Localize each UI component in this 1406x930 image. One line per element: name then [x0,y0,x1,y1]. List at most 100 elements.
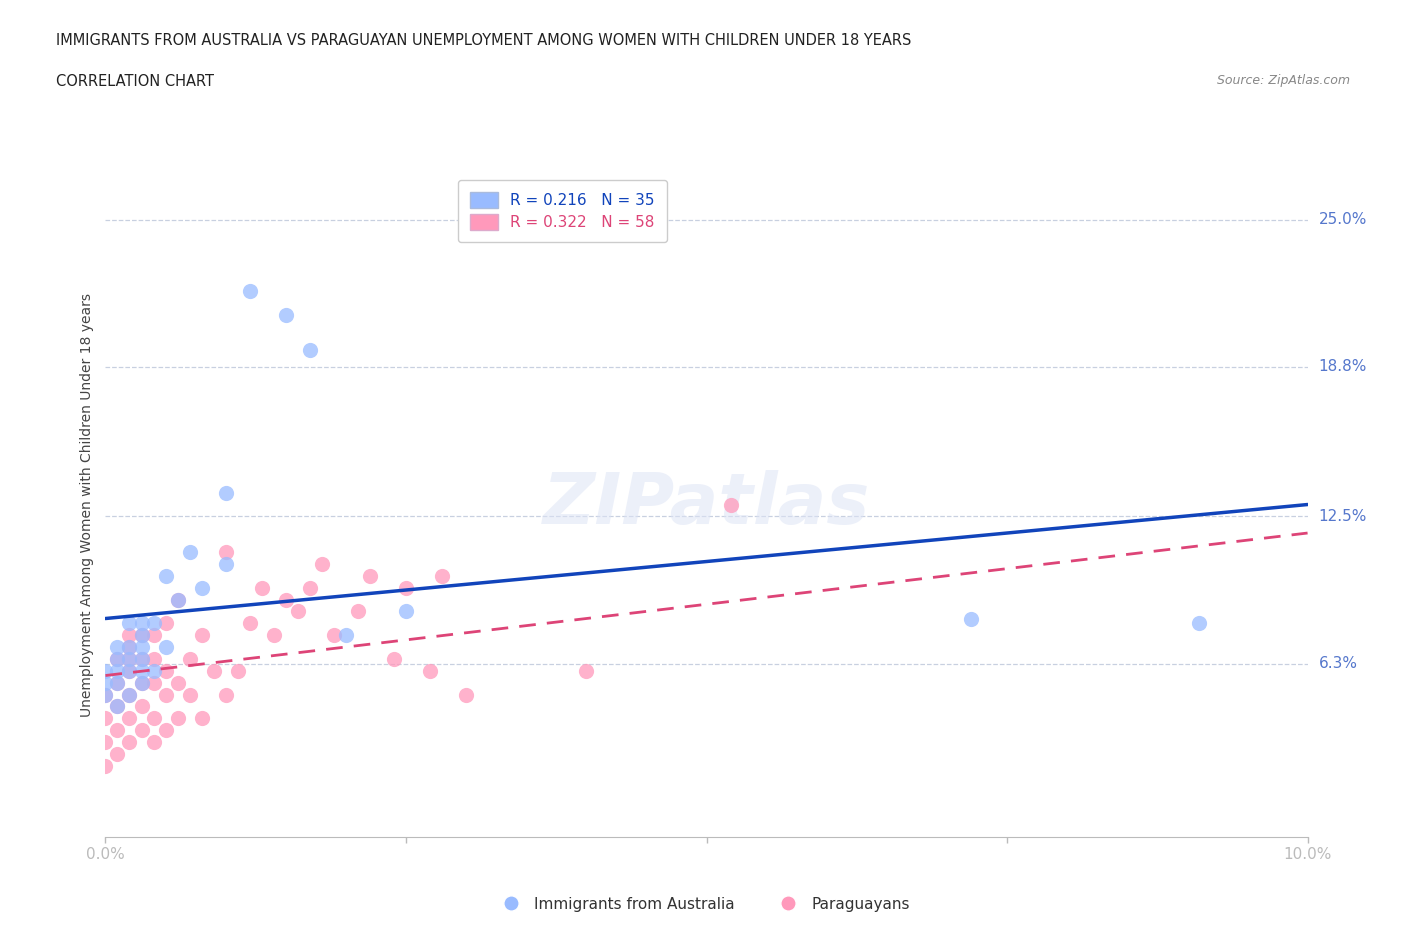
Point [118,616,141,631]
Point [94,735,117,750]
Point [454,687,477,702]
Point [960,611,983,626]
Point [155,663,177,678]
Point [214,545,236,560]
Point [214,687,236,702]
Point [202,663,225,678]
Point [335,628,357,643]
Point [107,723,129,737]
Point [94,687,117,702]
Point [298,343,321,358]
Point [118,651,141,666]
Text: ZIPatlas: ZIPatlas [543,470,870,539]
Point [395,604,418,618]
Point [118,663,141,678]
Point [347,604,370,618]
Point [107,675,129,690]
Point [131,651,153,666]
Point [142,651,165,666]
Y-axis label: Unemployment Among Women with Children Under 18 years: Unemployment Among Women with Children U… [80,293,94,716]
Point [142,735,165,750]
Point [166,711,188,725]
Point [575,663,598,678]
Point [118,735,141,750]
Point [1188,616,1211,631]
Point [166,592,188,607]
Point [131,628,153,643]
Point [131,640,153,655]
Point [155,640,177,655]
Point [94,711,117,725]
Point [94,758,117,773]
Point [179,651,201,666]
Point [239,616,262,631]
Point [311,556,333,571]
Point [107,651,129,666]
Point [107,747,129,762]
Point [142,675,165,690]
Text: 12.5%: 12.5% [1319,509,1367,524]
Point [322,628,344,643]
Point [94,663,117,678]
Point [131,663,153,678]
Point [214,485,236,500]
Text: Source: ZipAtlas.com: Source: ZipAtlas.com [1216,74,1350,87]
Point [214,556,236,571]
Point [155,568,177,583]
Point [118,687,141,702]
Point [155,687,177,702]
Point [274,592,297,607]
Point [166,592,188,607]
Point [720,498,742,512]
Point [94,687,117,702]
Point [107,651,129,666]
Point [131,723,153,737]
Text: 18.8%: 18.8% [1319,359,1367,374]
Point [298,580,321,595]
Point [382,651,405,666]
Point [107,663,129,678]
Text: CORRELATION CHART: CORRELATION CHART [56,74,214,89]
Point [118,651,141,666]
Text: IMMIGRANTS FROM AUSTRALIA VS PARAGUAYAN UNEMPLOYMENT AMONG WOMEN WITH CHILDREN U: IMMIGRANTS FROM AUSTRALIA VS PARAGUAYAN … [56,33,911,47]
Point [107,699,129,714]
Point [179,687,201,702]
Point [118,663,141,678]
Text: 25.0%: 25.0% [1319,212,1367,227]
Point [118,687,141,702]
Point [263,628,285,643]
Point [131,675,153,690]
Point [142,628,165,643]
Point [274,307,297,322]
Point [190,711,212,725]
Point [190,580,212,595]
Point [94,675,117,690]
Point [118,640,141,655]
Point [155,723,177,737]
Point [142,663,165,678]
Point [131,675,153,690]
Point [419,663,441,678]
Point [131,628,153,643]
Point [142,616,165,631]
Point [107,640,129,655]
Point [250,580,273,595]
Text: 6.3%: 6.3% [1319,657,1358,671]
Point [179,545,201,560]
Point [142,711,165,725]
Point [226,663,249,678]
Point [118,628,141,643]
Legend: R = 0.216   N = 35, R = 0.322   N = 58: R = 0.216 N = 35, R = 0.322 N = 58 [458,179,666,242]
Point [155,616,177,631]
Point [131,699,153,714]
Point [131,651,153,666]
Point [395,580,418,595]
Legend: Immigrants from Australia, Paraguayans: Immigrants from Australia, Paraguayans [491,891,915,918]
Point [190,628,212,643]
Point [166,675,188,690]
Point [430,568,453,583]
Point [107,675,129,690]
Point [118,711,141,725]
Point [107,699,129,714]
Point [239,284,262,299]
